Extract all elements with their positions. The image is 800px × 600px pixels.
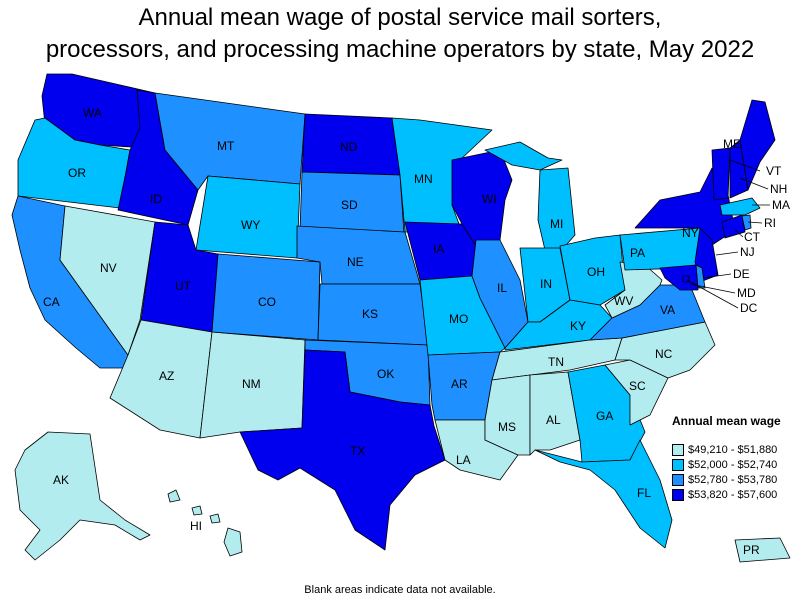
svg-text:GA: GA bbox=[596, 409, 613, 423]
state-vt[interactable] bbox=[711, 147, 731, 201]
state-nv[interactable] bbox=[59, 205, 156, 356]
legend-label-3: $52,780 - $53,780 bbox=[688, 473, 778, 486]
svg-text:MD: MD bbox=[737, 286, 756, 300]
svg-text:TN: TN bbox=[548, 355, 564, 369]
svg-text:NH: NH bbox=[770, 182, 787, 196]
svg-text:NY: NY bbox=[682, 226, 699, 240]
state-mi-upper[interactable] bbox=[484, 141, 563, 171]
title-line-1: Annual mean wage of postal service mail … bbox=[138, 4, 662, 31]
svg-text:NJ: NJ bbox=[740, 245, 755, 259]
state-hi-island-1[interactable] bbox=[167, 489, 181, 503]
legend-item-3: $52,780 - $53,780 bbox=[672, 472, 800, 487]
svg-text:SC: SC bbox=[629, 379, 646, 393]
svg-text:KS: KS bbox=[362, 307, 378, 321]
state-ky[interactable] bbox=[504, 299, 613, 351]
state-tx[interactable] bbox=[239, 349, 446, 551]
svg-text:NE: NE bbox=[347, 255, 364, 269]
legend-label-1: $49,210 - $51,880 bbox=[688, 443, 778, 456]
svg-text:LA: LA bbox=[456, 453, 471, 467]
state-dc[interactable] bbox=[682, 275, 690, 283]
svg-text:WI: WI bbox=[482, 192, 497, 206]
svg-text:VT: VT bbox=[766, 164, 782, 178]
state-hi-island-3[interactable] bbox=[209, 513, 221, 524]
legend-swatch-4 bbox=[672, 488, 684, 501]
svg-text:KY: KY bbox=[570, 319, 586, 333]
state-labels: WA OR CA NV ID MT WY UT AZ NM CO ND SD N… bbox=[43, 106, 790, 557]
state-ri[interactable] bbox=[741, 214, 752, 231]
svg-text:PR: PR bbox=[743, 543, 760, 557]
svg-text:RI: RI bbox=[764, 216, 776, 230]
svg-text:IA: IA bbox=[433, 242, 444, 256]
legend-title: Annual mean wage bbox=[672, 414, 781, 428]
map-title: Annual mean wage of postal service mail … bbox=[0, 2, 800, 66]
title-line-2: processors, and processing machine opera… bbox=[45, 36, 755, 63]
svg-text:CT: CT bbox=[744, 230, 761, 244]
svg-text:AK: AK bbox=[53, 473, 69, 487]
svg-text:WV: WV bbox=[614, 294, 633, 308]
svg-text:NC: NC bbox=[655, 347, 673, 361]
svg-text:UT: UT bbox=[175, 279, 192, 293]
svg-text:AZ: AZ bbox=[159, 369, 174, 383]
svg-text:PA: PA bbox=[630, 246, 645, 260]
svg-text:ND: ND bbox=[340, 140, 358, 154]
state-mi[interactable] bbox=[537, 167, 576, 253]
svg-text:AL: AL bbox=[546, 413, 561, 427]
state-md[interactable] bbox=[659, 264, 699, 291]
legend-item-1: $49,210 - $51,880 bbox=[672, 442, 800, 457]
svg-text:OK: OK bbox=[377, 367, 394, 381]
svg-text:DC: DC bbox=[740, 301, 758, 315]
svg-text:HI: HI bbox=[190, 519, 202, 533]
svg-text:CO: CO bbox=[258, 295, 276, 309]
state-hi-island-2[interactable] bbox=[191, 505, 203, 516]
state-ak[interactable] bbox=[14, 431, 151, 561]
svg-text:AR: AR bbox=[451, 377, 468, 391]
svg-text:TX: TX bbox=[350, 444, 365, 458]
legend-swatch-3 bbox=[672, 473, 684, 486]
svg-text:MN: MN bbox=[414, 172, 433, 186]
state-pr[interactable] bbox=[734, 537, 791, 563]
svg-text:ME: ME bbox=[723, 137, 741, 151]
svg-text:OR: OR bbox=[68, 166, 86, 180]
svg-text:MA: MA bbox=[772, 198, 790, 212]
state-hi-island-4[interactable] bbox=[223, 527, 243, 557]
svg-text:MO: MO bbox=[449, 312, 468, 326]
svg-text:CA: CA bbox=[43, 295, 60, 309]
legend-swatch-1 bbox=[672, 443, 684, 456]
legend-item-4: $53,820 - $57,600 bbox=[672, 487, 800, 502]
state-fl[interactable] bbox=[534, 439, 673, 549]
state-ms[interactable] bbox=[484, 374, 531, 456]
svg-text:DE: DE bbox=[733, 267, 750, 281]
svg-text:ID: ID bbox=[150, 192, 162, 206]
svg-text:FL: FL bbox=[637, 486, 651, 500]
state-wy[interactable] bbox=[195, 175, 301, 259]
state-ct[interactable] bbox=[721, 214, 746, 239]
svg-text:OH: OH bbox=[587, 265, 605, 279]
svg-text:MS: MS bbox=[498, 420, 516, 434]
state-ma[interactable] bbox=[719, 197, 761, 216]
legend-item-2: $52,000 - $52,740 bbox=[672, 457, 800, 472]
state-me[interactable] bbox=[739, 99, 776, 191]
legend-swatch-2 bbox=[672, 458, 684, 471]
svg-text:IN: IN bbox=[540, 277, 552, 291]
svg-text:VA: VA bbox=[660, 303, 675, 317]
svg-text:NM: NM bbox=[242, 377, 261, 391]
svg-text:NV: NV bbox=[100, 261, 117, 275]
legend-label-2: $52,000 - $52,740 bbox=[688, 458, 778, 471]
svg-text:MI: MI bbox=[550, 217, 563, 231]
legend: Annual mean wage $49,210 - $51,880 $52,0… bbox=[672, 414, 800, 502]
legend-label-4: $53,820 - $57,600 bbox=[688, 488, 778, 501]
svg-text:SD: SD bbox=[341, 198, 358, 212]
svg-text:WY: WY bbox=[241, 218, 260, 232]
svg-text:WA: WA bbox=[83, 106, 102, 120]
svg-text:IL: IL bbox=[497, 281, 507, 295]
svg-text:MT: MT bbox=[217, 139, 235, 153]
footnote: Blank areas indicate data not available. bbox=[304, 584, 496, 596]
